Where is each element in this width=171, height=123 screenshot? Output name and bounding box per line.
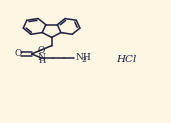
Text: NH: NH	[75, 53, 91, 62]
Text: O: O	[14, 49, 21, 58]
Text: H: H	[38, 57, 45, 65]
Text: 2: 2	[82, 56, 87, 64]
Text: N: N	[38, 53, 46, 62]
Text: HCl: HCl	[116, 55, 136, 64]
Text: O: O	[37, 46, 45, 55]
